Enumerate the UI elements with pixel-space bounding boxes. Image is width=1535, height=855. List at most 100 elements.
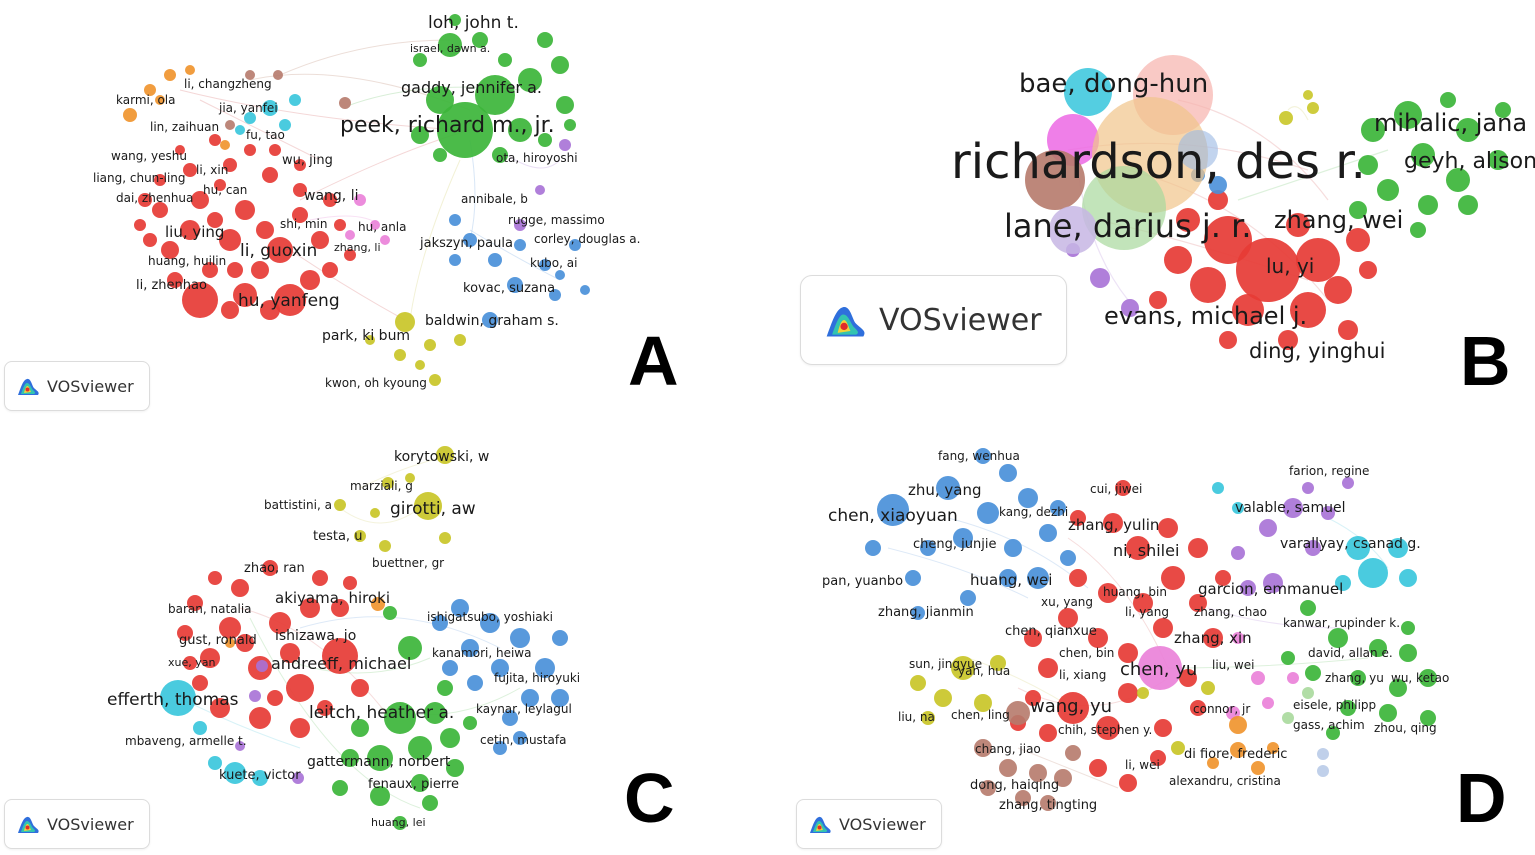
vosviewer-logo: VOSviewer [4,361,150,411]
node-label: kuete, victor [219,768,301,783]
network-map-a[interactable]: peek, richard m., jr. loh, john t. gaddy… [0,0,767,427]
node-label: hu, can [203,183,247,197]
node-label: li, xin [196,163,228,177]
node-label: kang, dezhi [999,505,1068,519]
node-label: ishizawa, jo [275,628,356,644]
panel-letter: C [624,759,675,837]
node-label: park, ki bum [322,328,410,344]
node-label: loh, john t. [428,13,519,33]
node-label: wang, li [304,188,358,204]
node-label: zhang, yu [1325,671,1384,685]
node-label: valable, samuel [1235,500,1346,516]
labels-b: bae, dong-hun richardson, des r. lane, d… [951,69,1535,363]
node-label: chen, ling [951,708,1010,722]
node-label: richardson, des r. [951,134,1366,190]
node-label: zhu, yang [908,481,982,499]
node-label: chen, bin [1059,646,1114,660]
panel-b: bae, dong-hun richardson, des r. lane, d… [768,0,1535,427]
node-label: cetin, mustafa [480,733,566,747]
node-label: annibale, b [461,192,528,206]
node-label: yan, hua [958,664,1010,678]
node-label: ishigatsubo, yoshiaki [427,610,553,624]
node-label: chang, jiao [975,742,1041,756]
node-label: zhang, jianmin [878,605,974,620]
node-label: mihalic, jana [1374,109,1527,137]
node-label: chih, stephen y. [1058,723,1152,737]
nodes-c [160,446,569,830]
vosviewer-icon [826,307,865,337]
node-label: kanamori, heiwa [432,646,531,660]
vosviewer-logo-text: VOSviewer [879,302,1042,338]
node-label: gust, ronald [179,633,257,648]
network-map-c[interactable]: korytowski, w marziali, g battistini, a … [0,428,767,855]
node-label: huang, bin [1103,585,1167,599]
node-label: xue, yan [168,656,215,669]
labels-d: fang, wenhua zhu, yang chen, xiaoyuan ka… [822,449,1449,813]
node-label: cheng, junjie [913,537,996,552]
node-label: li, yang [1125,605,1169,619]
vosviewer-logo-text: VOSviewer [47,814,134,834]
node-label: wang, yu [1030,696,1112,717]
node-label: geyh, alison [1404,149,1535,174]
node-label: di fiore, frederic [1184,747,1287,762]
node-label: ding, yinghui [1249,339,1386,363]
node-label: huang, lei [371,816,426,829]
node-label: kwon, oh kyoung [325,376,427,390]
node-label: liu, ying [165,223,224,241]
node-label: xu, yang [1041,595,1093,609]
node-label: huang, wei [970,571,1052,589]
node-label: ota, hiroyoshi [496,151,578,165]
node-label: li, changzheng [184,77,272,91]
vosviewer-icon [18,816,39,833]
node-label: leitch, heather a. [309,703,454,723]
node-label: li, wei [1125,758,1160,772]
node-label: zhang, li [334,241,381,254]
labels-c: korytowski, w marziali, g battistini, a … [107,449,580,829]
vosviewer-logo-text: VOSviewer [47,376,134,396]
node-label: farion, regine [1289,464,1369,478]
node-label: fujita, hiroyuki [494,671,580,685]
node-label: ni, shilei [1113,541,1179,560]
node-label: zhang, xin [1174,629,1252,647]
node-label: chen, xiaoyuan [828,506,958,526]
node-label: karmi, ola [116,93,176,107]
node-label: li, xiang [1059,668,1106,682]
node-label: david, allan e. [1308,646,1393,660]
nodes-d [865,448,1437,811]
node-label: girotti, aw [390,499,476,519]
node-label: gass, achim [1293,718,1365,732]
node-label: liang, chun-ling [93,171,186,185]
panel-letter: B [1460,322,1511,400]
node-label: liu, wei [1212,658,1254,672]
node-label: chen, qianxue [1005,624,1097,639]
node-label: zhao, ran [244,561,305,576]
node-label: wu, jing [282,153,333,168]
panel-letter: A [628,322,679,400]
node-label: liu, na [898,710,935,724]
node-label: dai, zhenhua [116,191,193,205]
node-label: baran, natalia [168,602,252,616]
node-label: huang, huilin [148,254,226,268]
node-label: dong, haiqing [970,778,1059,793]
node-label: rugge, massimo [508,213,605,227]
node-label: buettner, gr [372,556,444,570]
node-label: garcion, emmanuel [1198,580,1343,598]
node-label: marziali, g [350,479,413,493]
panel-a: peek, richard m., jr. loh, john t. gaddy… [0,0,767,427]
node-label: varallyay, csanad g. [1280,536,1421,552]
node-label: kubo, ai [530,256,577,270]
node-label: hu, yanfeng [238,291,340,311]
node-label: chen, yu [1120,659,1197,680]
node-label: zhou, qing [1374,721,1437,735]
node-label: jakszyn, paula [419,236,513,251]
node-label: andreeff, michael [271,654,411,673]
node-label: israel, dawn a. [410,42,490,55]
node-label: mbaveng, armelle t. [125,734,247,748]
node-label: lane, darius j. r. [1004,207,1252,245]
vosviewer-logo-text: VOSviewer [839,814,926,834]
nodes-a [123,14,590,386]
network-map-d[interactable]: fang, wenhua zhu, yang chen, xiaoyuan ka… [768,428,1535,855]
vosviewer-logo: VOSviewer [800,275,1067,365]
network-map-b[interactable]: bae, dong-hun richardson, des r. lane, d… [768,0,1535,427]
vosviewer-icon [18,378,39,395]
